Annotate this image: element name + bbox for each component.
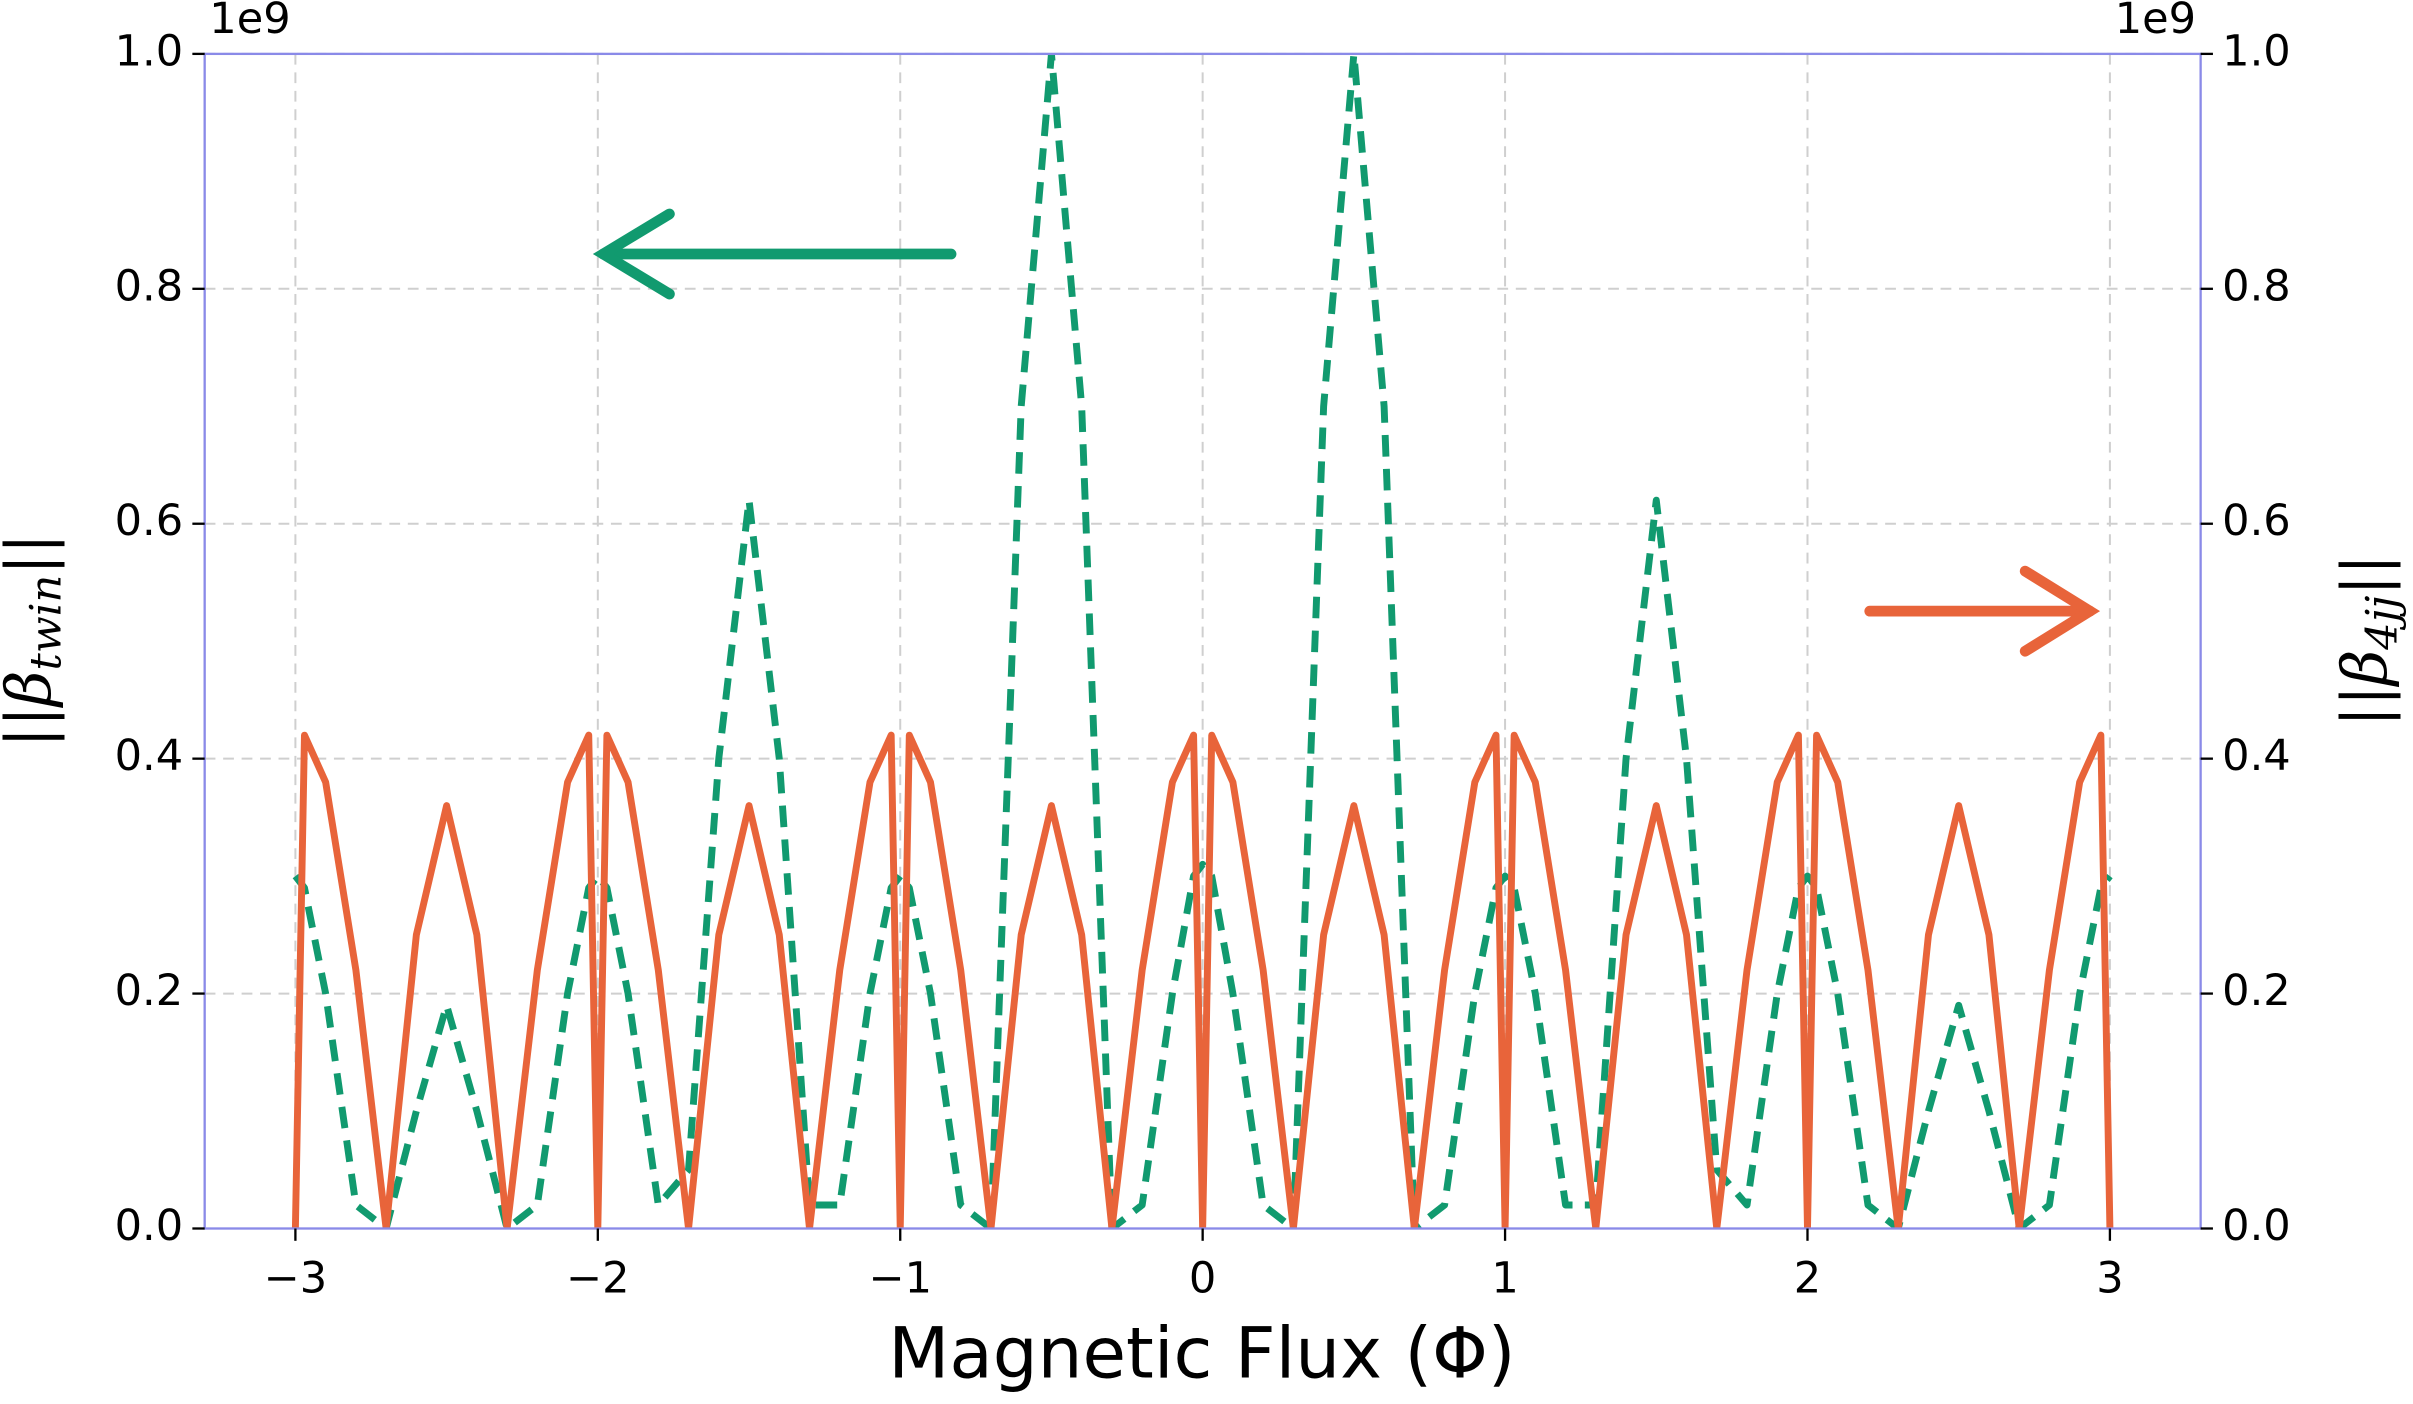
y2-offset-label: 1e9 bbox=[2115, 0, 2196, 44]
y-tick-label: 0.8 bbox=[115, 261, 184, 311]
plot-area bbox=[291, 53, 2114, 1229]
x-tick-label: −1 bbox=[868, 1253, 932, 1303]
x-tick-label: −3 bbox=[264, 1253, 328, 1303]
y-tick-label: 0.6 bbox=[115, 496, 184, 546]
green-arrow bbox=[592, 208, 957, 300]
y-tick-label: 1.0 bbox=[115, 26, 184, 76]
x-tick-label: 1 bbox=[1491, 1253, 1518, 1303]
x-tick-label: 3 bbox=[2096, 1253, 2123, 1303]
line-series bbox=[292, 53, 2113, 1229]
x-tick-label: 2 bbox=[1794, 1253, 1821, 1303]
orange-arrow bbox=[1864, 565, 2101, 657]
x-tick-label: 0 bbox=[1189, 1253, 1216, 1303]
y2-tick-label: 0.0 bbox=[2222, 1201, 2291, 1251]
y2-tick-label: 0.6 bbox=[2222, 496, 2291, 546]
y2-axis-label: ||β4jj|| bbox=[2329, 554, 2407, 727]
y-tick-label: 0.4 bbox=[115, 731, 184, 781]
x-tick-label: −2 bbox=[566, 1253, 630, 1303]
y-offset-label: 1e9 bbox=[209, 0, 290, 44]
y2-tick-label: 0.8 bbox=[2222, 261, 2291, 311]
y-tick-label: 0.2 bbox=[115, 966, 184, 1016]
y-axis-label: ||βtwin|| bbox=[0, 533, 71, 747]
y2-tick-label: 1.0 bbox=[2222, 26, 2291, 76]
x-axis-label: Magnetic Flux (Φ) bbox=[888, 1311, 1515, 1394]
y-tick-label: 0.0 bbox=[115, 1201, 184, 1251]
y2-tick-label: 0.4 bbox=[2222, 731, 2291, 781]
y2-tick-label: 0.2 bbox=[2222, 966, 2291, 1016]
